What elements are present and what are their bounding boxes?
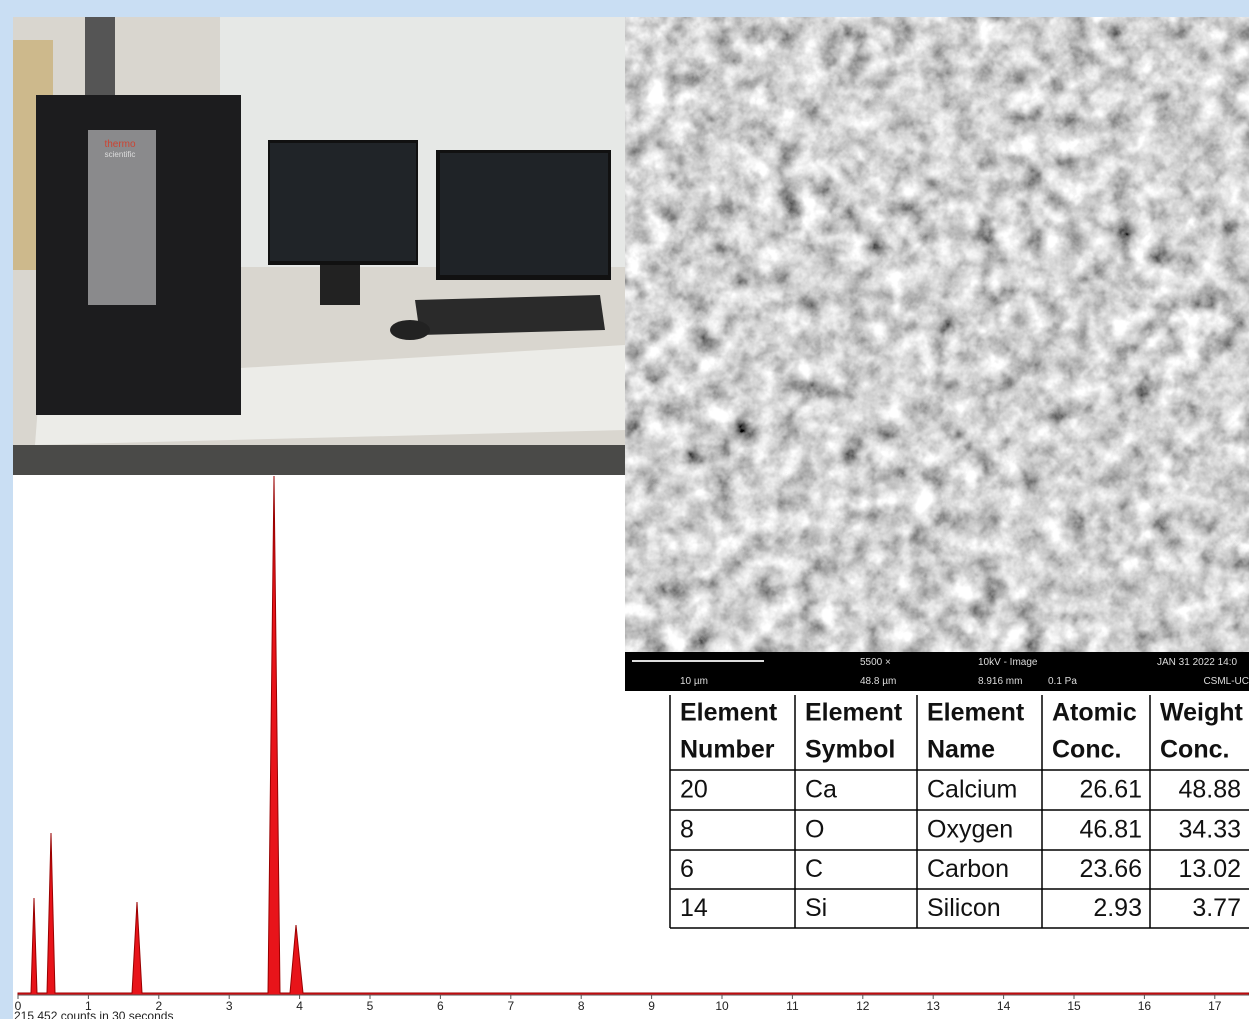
table-cell: 6 bbox=[680, 855, 694, 883]
table-cell: Si bbox=[805, 894, 827, 922]
header-cell: Symbol bbox=[805, 736, 895, 764]
x-tick-label: 9 bbox=[648, 999, 655, 1013]
x-tick-label: 5 bbox=[367, 999, 374, 1013]
brand-label: thermo bbox=[104, 139, 136, 150]
header-cell: Weight bbox=[1160, 699, 1244, 727]
field-width: 48.8 µm bbox=[860, 676, 896, 687]
table-cell: Ca bbox=[805, 776, 837, 804]
table-cell: Carbon bbox=[927, 855, 1009, 883]
table-cell: O bbox=[805, 816, 824, 844]
x-tick-label: 13 bbox=[927, 999, 941, 1013]
x-tick-label: 8 bbox=[578, 999, 585, 1013]
pressure: 0.1 Pa bbox=[1048, 676, 1077, 687]
x-tick-label: 10 bbox=[715, 999, 729, 1013]
x-tick-label: 17 bbox=[1208, 999, 1222, 1013]
header-cell: Name bbox=[927, 736, 995, 764]
working-distance: 8.916 mm bbox=[978, 676, 1022, 687]
header-cell: Conc. bbox=[1160, 736, 1229, 764]
table-cell: 8 bbox=[680, 816, 694, 844]
table-cell: Calcium bbox=[927, 776, 1017, 804]
date: JAN 31 2022 14:0 bbox=[1157, 657, 1237, 668]
table-cell: Oxygen bbox=[927, 816, 1013, 844]
table-cell: 20 bbox=[680, 776, 708, 804]
table-cell: Silicon bbox=[927, 894, 1001, 922]
table-cell: 26.61 bbox=[1079, 776, 1142, 804]
x-tick-label: 14 bbox=[997, 999, 1011, 1013]
table-cell: 46.81 bbox=[1079, 816, 1142, 844]
table-cell: 48.88 bbox=[1178, 776, 1241, 804]
figure: 01234567891011121314151617 215 452 count… bbox=[0, 0, 1249, 1019]
table-cell: 23.66 bbox=[1079, 855, 1142, 883]
x-tick-label: 6 bbox=[437, 999, 444, 1013]
header-cell: Number bbox=[680, 736, 775, 764]
magnification: 5500 × bbox=[860, 657, 891, 668]
header-cell: Conc. bbox=[1052, 736, 1121, 764]
header-cell: Element bbox=[927, 699, 1025, 727]
x-tick-label: 4 bbox=[296, 999, 303, 1013]
header-cell: Element bbox=[680, 699, 778, 727]
mode: 10kV - Image bbox=[978, 657, 1038, 668]
x-tick-label: 7 bbox=[507, 999, 514, 1013]
table-cell: 3.77 bbox=[1192, 894, 1241, 922]
table-cell: 13.02 bbox=[1178, 855, 1241, 883]
brand-label: scientific bbox=[105, 150, 136, 159]
page: 01234567891011121314151617 215 452 count… bbox=[0, 0, 1249, 1019]
table-cell: C bbox=[805, 855, 823, 883]
scale-bar: 10 µm bbox=[680, 676, 708, 687]
lab: CSML-UC bbox=[1203, 676, 1249, 687]
header-cell: Atomic bbox=[1052, 699, 1137, 727]
table-cell: 2.93 bbox=[1093, 894, 1142, 922]
x-tick-label: 15 bbox=[1067, 999, 1081, 1013]
x-tick-label: 11 bbox=[786, 999, 799, 1013]
table-cell: 14 bbox=[680, 894, 708, 922]
x-tick-label: 3 bbox=[226, 999, 233, 1013]
table-cell: 34.33 bbox=[1178, 816, 1241, 844]
header-cell: Element bbox=[805, 699, 903, 727]
counts-label: 215 452 counts in 30 seconds bbox=[14, 1009, 173, 1019]
lab-photo: thermo scientific bbox=[13, 17, 625, 475]
x-tick-label: 12 bbox=[856, 999, 870, 1013]
x-tick-label: 16 bbox=[1138, 999, 1152, 1013]
sem-micrograph: 10 µm 5500 × 48.8 µm 10kV - Image 8.916 … bbox=[625, 17, 1249, 691]
